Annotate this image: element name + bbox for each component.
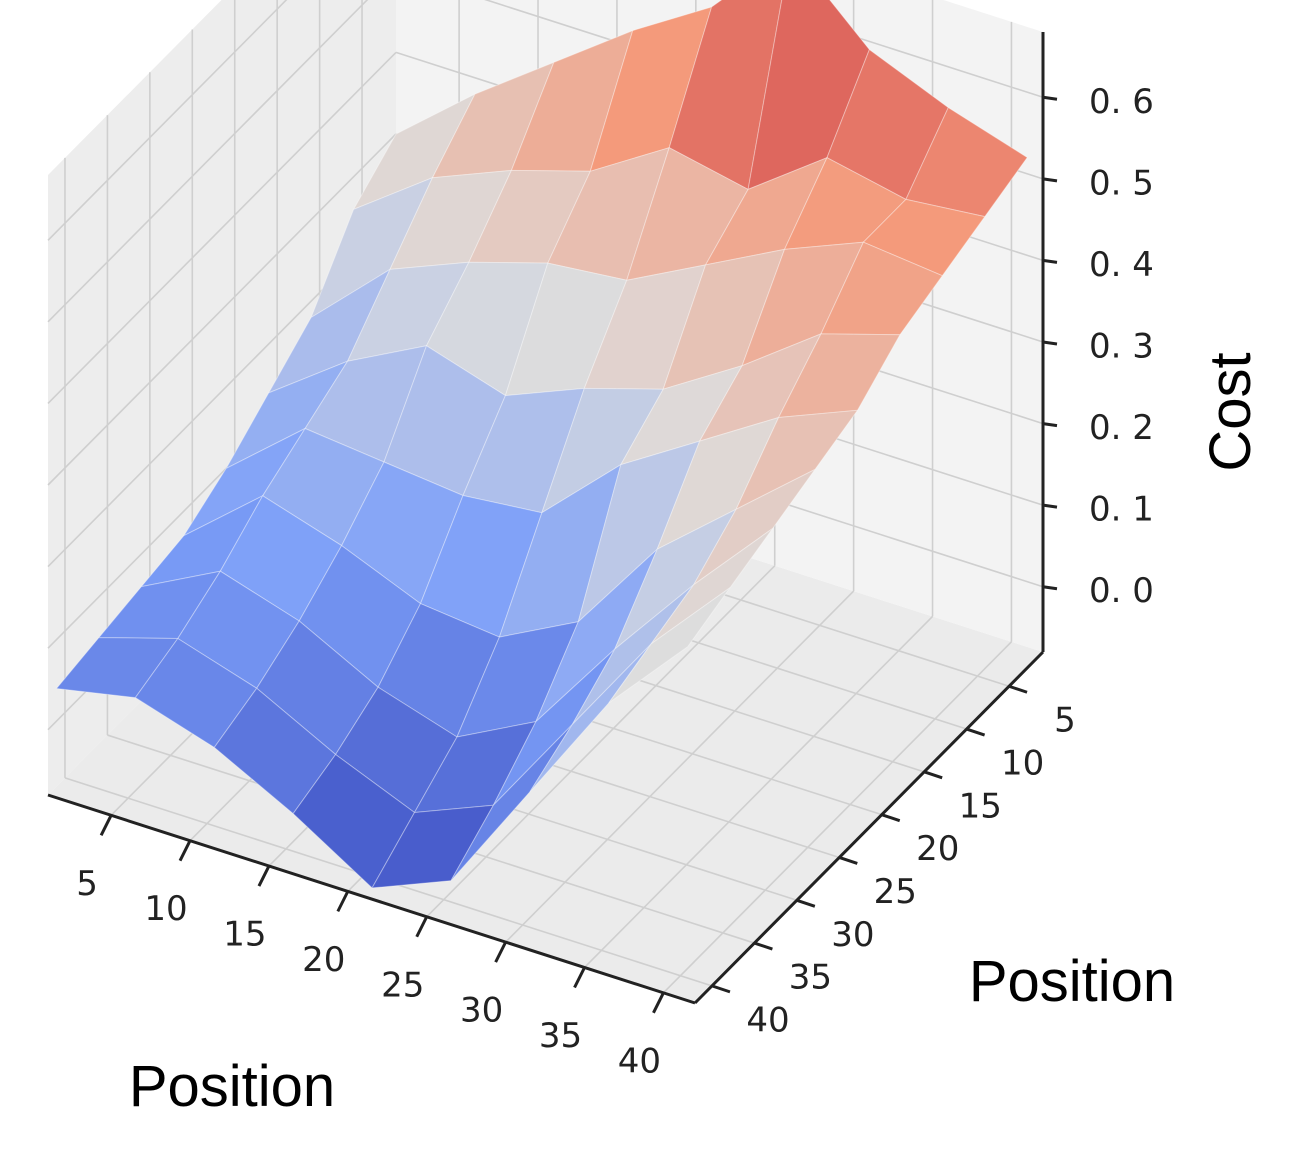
z-tick-label: 0. 0 bbox=[1089, 571, 1154, 611]
grid-line bbox=[47, 133, 397, 486]
x-tick bbox=[494, 941, 507, 963]
x-tick bbox=[178, 839, 192, 862]
y-tick bbox=[753, 941, 773, 951]
x-tick-label: 40 bbox=[618, 1041, 661, 1081]
x-tick-label: 35 bbox=[539, 1016, 582, 1056]
z-tick bbox=[1042, 585, 1058, 591]
grid-line bbox=[583, 615, 934, 969]
x-tick bbox=[573, 966, 586, 989]
y-tick-label: 30 bbox=[831, 915, 874, 955]
z-tick-label: 0. 1 bbox=[1089, 490, 1154, 530]
x-axis-line bbox=[47, 793, 696, 1005]
x-axis-title: Position bbox=[129, 1054, 335, 1119]
y-tick bbox=[881, 813, 901, 823]
surface-mesh bbox=[55, 0, 1028, 889]
y-tick bbox=[1008, 684, 1028, 694]
x-tick-label: 20 bbox=[302, 940, 345, 980]
z-tick bbox=[1042, 422, 1058, 428]
grid-line bbox=[47, 51, 397, 404]
y-tick-label: 35 bbox=[789, 958, 832, 998]
y-tick bbox=[966, 727, 986, 737]
grid-line bbox=[47, 0, 369, 323]
x-tick-label: 15 bbox=[223, 915, 266, 955]
grid-line bbox=[47, 0, 288, 241]
y-tick-label: 15 bbox=[959, 786, 1002, 826]
z-tick bbox=[1042, 340, 1058, 346]
z-tick-label: 0. 6 bbox=[1089, 82, 1154, 122]
z-tick bbox=[1042, 503, 1058, 509]
x-tick-label: 30 bbox=[460, 991, 503, 1031]
y-tick bbox=[923, 770, 943, 780]
z-tick bbox=[1042, 258, 1058, 264]
x-tick bbox=[99, 814, 113, 836]
y-tick-label: 20 bbox=[916, 829, 959, 869]
z-tick-label: 0. 4 bbox=[1089, 245, 1154, 285]
z-axis-title: Cost bbox=[1198, 352, 1263, 471]
y-axis-title: Position bbox=[969, 949, 1175, 1014]
y-tick-label: 5 bbox=[1054, 701, 1076, 741]
x-tick bbox=[652, 992, 665, 1014]
y-tick bbox=[796, 898, 816, 908]
x-tick bbox=[415, 916, 429, 938]
x-tick bbox=[257, 865, 271, 887]
y-tick-label: 10 bbox=[1001, 744, 1044, 784]
x-tick-label: 10 bbox=[144, 889, 187, 929]
z-tick-label: 0. 5 bbox=[1089, 163, 1154, 203]
x-tick-label: 5 bbox=[76, 864, 98, 904]
x-tick bbox=[336, 890, 350, 913]
y-tick-label: 25 bbox=[874, 872, 917, 912]
grid-line bbox=[505, 590, 855, 943]
grid-line bbox=[662, 641, 1013, 994]
grid-line bbox=[426, 565, 776, 918]
grid-line bbox=[737, 0, 1044, 99]
z-tick bbox=[1042, 95, 1058, 101]
y-tick bbox=[711, 984, 731, 994]
x-tick-label: 25 bbox=[381, 965, 424, 1005]
y-tick bbox=[838, 856, 858, 865]
y-tick-label: 40 bbox=[746, 1000, 789, 1040]
z-tick bbox=[1042, 177, 1058, 183]
z-tick-label: 0. 2 bbox=[1089, 408, 1154, 448]
z-tick-label: 0. 3 bbox=[1089, 327, 1154, 367]
y-axis-line bbox=[693, 650, 1045, 1005]
surface-facet bbox=[608, 587, 731, 704]
